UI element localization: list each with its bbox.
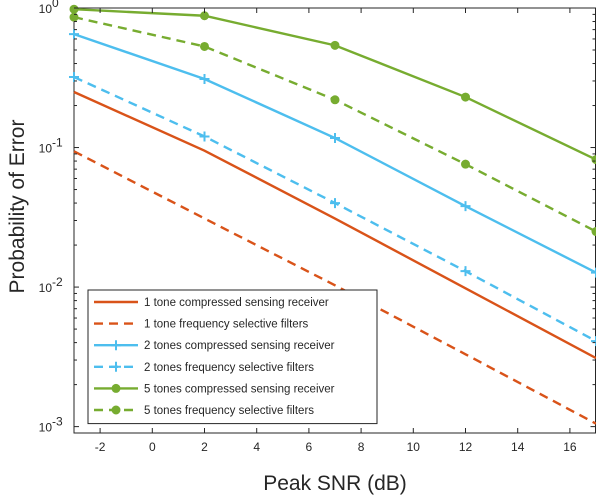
- data-point: [460, 201, 471, 212]
- y-tick-label-base: 10: [39, 281, 53, 295]
- y-axis-title: Probability of Error: [6, 120, 29, 294]
- legend-item: 5 tones frequency selective filters: [94, 405, 314, 417]
- y-tick-label-exponent: -2: [52, 275, 63, 289]
- data-point: [460, 266, 471, 277]
- y-tick-label-base: 10: [39, 421, 53, 435]
- y-tick-label: 10: [39, 421, 53, 435]
- legend-item: 2 tones frequency selective filters: [94, 362, 314, 374]
- legend-item: 5 tones compressed sensing receiver: [94, 383, 335, 395]
- data-point: [69, 72, 79, 83]
- y-tick-label-exponent: 0: [52, 0, 59, 10]
- data-point: [69, 29, 79, 40]
- data-point: [591, 155, 596, 165]
- series-3: [69, 29, 596, 278]
- x-axis-title: Peak SNR (dB): [263, 472, 407, 495]
- data-point: [330, 133, 340, 144]
- x-tick-label: 10: [407, 440, 421, 454]
- series-4: [69, 72, 596, 347]
- legend-label: 5 tones frequency selective filters: [144, 405, 314, 417]
- legend-marker: [111, 361, 121, 372]
- data-point: [200, 41, 209, 51]
- x-tick-label: 8: [358, 440, 365, 454]
- legend-item: 1 tone frequency selective filters: [94, 319, 309, 331]
- data-point: [199, 131, 210, 142]
- data-point: [461, 92, 470, 102]
- data-point: [591, 336, 596, 347]
- legend-item: 2 tones compressed sensing receiver: [94, 340, 335, 352]
- series-line: [73, 90, 596, 360]
- data-point: [330, 95, 340, 105]
- x-tick-label: 16: [563, 440, 577, 454]
- series-layer: [69, 4, 596, 425]
- data-point: [461, 159, 470, 169]
- data-point: [591, 227, 596, 237]
- y-tick-label-base: 10: [39, 142, 53, 156]
- x-tick-label: 6: [306, 440, 313, 454]
- series-1: [73, 90, 596, 360]
- legend-marker: [111, 405, 121, 415]
- data-point: [330, 40, 340, 50]
- x-tick-label: 14: [511, 440, 525, 454]
- legend: 1 tone compressed sensing receiver 1 tone…: [87, 289, 378, 425]
- legend-item: 1 tone compressed sensing receiver: [94, 297, 329, 309]
- y-tick-label-base: 10: [39, 2, 53, 16]
- legend-label: 2 tones compressed sensing receiver: [144, 340, 335, 352]
- series-2: [73, 150, 596, 425]
- x-tick-label: 2: [201, 440, 208, 454]
- y-tick-label-exponent: -3: [52, 415, 63, 429]
- data-point: [199, 73, 210, 84]
- legend-box: [87, 289, 378, 425]
- series-line: [73, 150, 596, 425]
- legend-label: 1 tone compressed sensing receiver: [144, 297, 329, 309]
- y-tick-label: 10: [39, 281, 53, 295]
- x-tick-label: 0: [149, 440, 156, 454]
- data-point: [591, 267, 596, 278]
- x-tick-label: -2: [95, 440, 106, 454]
- series-5: [69, 4, 596, 165]
- x-tick-label: 12: [459, 440, 473, 454]
- legend-label: 1 tone frequency selective filters: [144, 319, 309, 331]
- legend-marker: [111, 340, 121, 351]
- legend-marker: [111, 383, 121, 393]
- x-tick-label: 4: [253, 440, 260, 454]
- legend-label: 5 tones compressed sensing receiver: [144, 383, 335, 395]
- data-point: [69, 4, 79, 14]
- y-tick-label: 10: [39, 2, 53, 16]
- y-tick-label-exponent: -1: [52, 136, 63, 150]
- legend-label: 2 tones frequency selective filters: [144, 362, 314, 374]
- series-6: [69, 12, 596, 237]
- y-tick-label: 10: [39, 142, 53, 156]
- data-point: [330, 198, 340, 209]
